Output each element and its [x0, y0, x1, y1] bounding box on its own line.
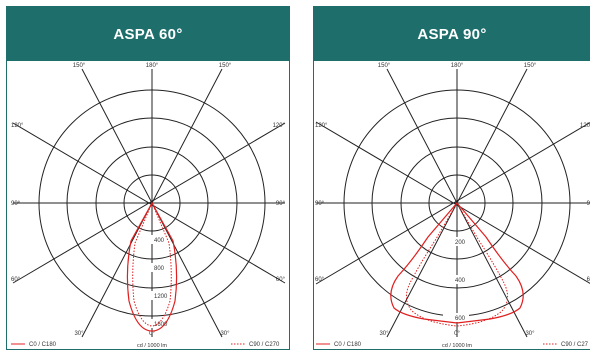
ring-label: 400 — [154, 238, 165, 244]
angle-label: 60° — [315, 277, 325, 283]
unit-label: cd / 1000 lm — [137, 343, 167, 349]
angle-label: 6 — [587, 277, 590, 283]
angle-label: 120° — [273, 123, 286, 129]
polar-diagram: 150° 180° 150° 120° 120 90° 9 60° 6 30° … — [315, 63, 590, 349]
angle-label: 180° — [451, 63, 464, 69]
angle-label: 120 — [580, 123, 590, 129]
angle-label: 60° — [11, 277, 21, 283]
angle-label: 120° — [11, 123, 24, 129]
angle-label: 150° — [524, 63, 537, 69]
legend-c0-label: C0 / C180 — [29, 342, 57, 348]
ring-label: 200 — [455, 240, 466, 246]
ring-label: 600 — [455, 316, 466, 322]
photometric-panel-aspa-60: ASPA 60° 150° 180° 150° — [6, 6, 290, 350]
panel-title: ASPA 90° — [314, 7, 590, 61]
ring-label: 1600 — [154, 322, 168, 328]
legend-c90-label: C90 / C27 — [561, 342, 589, 348]
polar-diagram: 150° 180° 150° 120° 120° 90° 90° 60° 60°… — [11, 63, 286, 349]
angle-label: 30° — [525, 331, 535, 337]
angle-label: 0° — [149, 331, 155, 337]
ring-label: 400 — [455, 278, 466, 284]
angle-label: 150° — [378, 63, 391, 69]
ring-label: 800 — [154, 266, 165, 272]
unit-label: cd / 1000 lm — [442, 343, 472, 349]
angle-label: 90° — [11, 201, 21, 207]
angle-label: 90° — [315, 201, 325, 207]
angle-label: 30° — [379, 331, 389, 337]
angle-label: 90° — [276, 201, 286, 207]
ring-label: 1200 — [154, 294, 168, 300]
angle-label: 120° — [315, 123, 328, 129]
polar-axis — [12, 122, 286, 284]
angle-label: 30° — [220, 331, 230, 337]
intensity-curve-c0 — [126, 201, 178, 332]
angle-label: 150° — [73, 63, 86, 69]
angle-label: 180° — [146, 63, 159, 69]
polar-axis — [315, 122, 590, 285]
panel-title: ASPA 60° — [7, 7, 289, 61]
angle-label: 150° — [219, 63, 232, 69]
legend-c90-label: C90 / C270 — [249, 342, 280, 348]
angle-label: 60° — [276, 277, 286, 283]
legend-c0-label: C0 / C180 — [334, 342, 362, 348]
intensity-curve-c0 — [390, 202, 524, 324]
angle-label: 0° — [454, 331, 460, 337]
photometric-panel-aspa-90: ASPA 90° 150° 180° 150° 120 — [313, 6, 590, 350]
angle-label: 9 — [587, 201, 590, 207]
angle-label: 30° — [74, 331, 84, 337]
